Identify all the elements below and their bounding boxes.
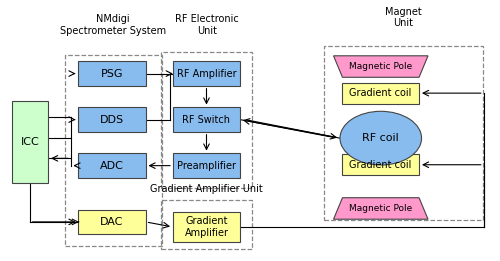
FancyBboxPatch shape <box>342 83 419 104</box>
FancyBboxPatch shape <box>342 154 419 175</box>
Text: PSG: PSG <box>101 69 124 79</box>
Text: DAC: DAC <box>100 217 124 227</box>
FancyBboxPatch shape <box>78 153 146 178</box>
Text: NMdigi
Spectrometer System: NMdigi Spectrometer System <box>60 14 166 36</box>
Ellipse shape <box>340 111 421 165</box>
Text: Magnetic Pole: Magnetic Pole <box>349 62 412 71</box>
Text: Magnetic Pole: Magnetic Pole <box>349 204 412 213</box>
Text: ICC: ICC <box>21 137 40 147</box>
FancyBboxPatch shape <box>78 61 146 86</box>
FancyBboxPatch shape <box>173 108 240 132</box>
Text: Preamplifier: Preamplifier <box>177 161 236 171</box>
Text: Gradient
Amplifier: Gradient Amplifier <box>184 216 228 238</box>
Text: RF coil: RF coil <box>362 133 399 143</box>
FancyBboxPatch shape <box>12 101 48 183</box>
Text: DDS: DDS <box>100 115 124 124</box>
FancyBboxPatch shape <box>173 212 240 242</box>
Text: Gradient coil: Gradient coil <box>350 88 412 98</box>
FancyBboxPatch shape <box>78 210 146 234</box>
Polygon shape <box>334 198 428 219</box>
Text: RF Amplifier: RF Amplifier <box>176 69 236 79</box>
Text: Gradient coil: Gradient coil <box>350 160 412 170</box>
Text: Magnet
Unit: Magnet Unit <box>385 7 422 28</box>
FancyBboxPatch shape <box>78 108 146 132</box>
Text: ADC: ADC <box>100 161 124 171</box>
FancyBboxPatch shape <box>173 61 240 86</box>
Text: RF Electronic
Unit: RF Electronic Unit <box>175 14 238 36</box>
Polygon shape <box>334 56 428 77</box>
FancyBboxPatch shape <box>173 153 240 178</box>
Text: RF Switch: RF Switch <box>182 115 230 124</box>
Text: Gradient Amplifier Unit: Gradient Amplifier Unit <box>150 184 263 194</box>
